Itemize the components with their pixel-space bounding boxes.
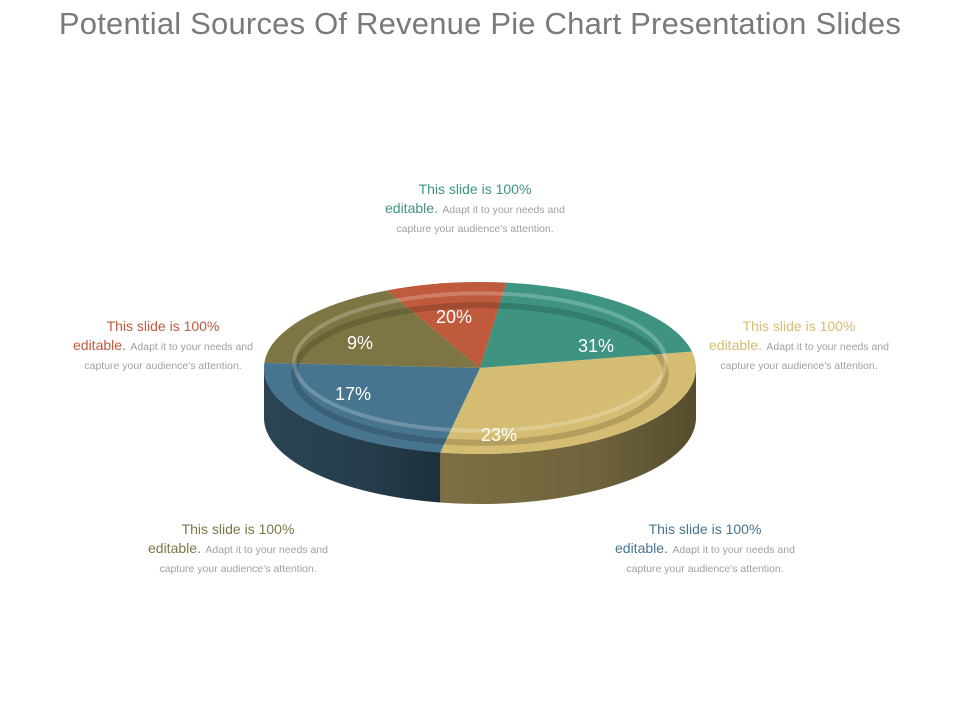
callout-blue-body: Adapt it to your needs and capture your … — [626, 544, 795, 576]
pie-highlight-ring — [292, 291, 668, 433]
callout-teal-headline: This slide is 100% — [418, 181, 532, 197]
pie-slice-sand — [440, 351, 697, 454]
pie-inner-ring — [291, 302, 669, 446]
callout-blue: This slide is 100% editable. Adapt it to… — [615, 520, 795, 578]
pie-side-shade-blue — [264, 368, 441, 503]
callout-olive-headline: This slide is 100% — [181, 521, 295, 537]
callout-red: This slide is 100% editable. Adapt it to… — [73, 317, 253, 375]
callout-olive: This slide is 100% editable. Adapt it to… — [148, 520, 328, 578]
callout-teal-body: Adapt it to your needs and capture your … — [396, 204, 565, 236]
callout-red-body: Adapt it to your needs and capture your … — [84, 341, 253, 373]
callout-sand-headline: This slide is 100% — [742, 318, 856, 334]
callout-sand: This slide is 100% editable. Adapt it to… — [709, 317, 889, 375]
slide-title: Potential Sources Of Revenue Pie Chart P… — [58, 6, 902, 41]
pie-label-red: 9% — [347, 333, 373, 353]
pie-slice-teal — [480, 282, 693, 368]
pie-slice-olive — [264, 290, 480, 368]
callout-olive-editable: editable. — [148, 540, 201, 557]
callout-blue-editable: editable. — [615, 540, 668, 557]
pie-label-olive: 17% — [335, 384, 371, 404]
callout-sand-editable: editable. — [709, 337, 762, 354]
callout-sand-body: Adapt it to your needs and capture your … — [720, 341, 889, 373]
pie-label-blue: 23% — [481, 425, 517, 445]
pie-slice-red — [387, 282, 507, 368]
pie-gloss — [291, 291, 669, 446]
pie-side-shade-sand — [440, 368, 696, 504]
pie-slice-blue — [263, 362, 480, 453]
callout-red-editable: editable. — [73, 337, 126, 354]
callout-teal-editable: editable. — [385, 200, 438, 217]
callout-blue-headline: This slide is 100% — [648, 521, 762, 537]
pie-tops — [263, 282, 697, 454]
callout-red-headline: This slide is 100% — [106, 318, 220, 334]
pie-label-teal: 20% — [436, 307, 472, 327]
callout-teal: This slide is 100% editable. Adapt it to… — [385, 180, 565, 238]
pie-sides — [264, 368, 696, 504]
callout-olive-body: Adapt it to your needs and capture your … — [159, 544, 328, 576]
pie-labels: 20% 31% 23% 17% 9% — [335, 307, 614, 445]
pie-label-sand: 31% — [578, 336, 614, 356]
